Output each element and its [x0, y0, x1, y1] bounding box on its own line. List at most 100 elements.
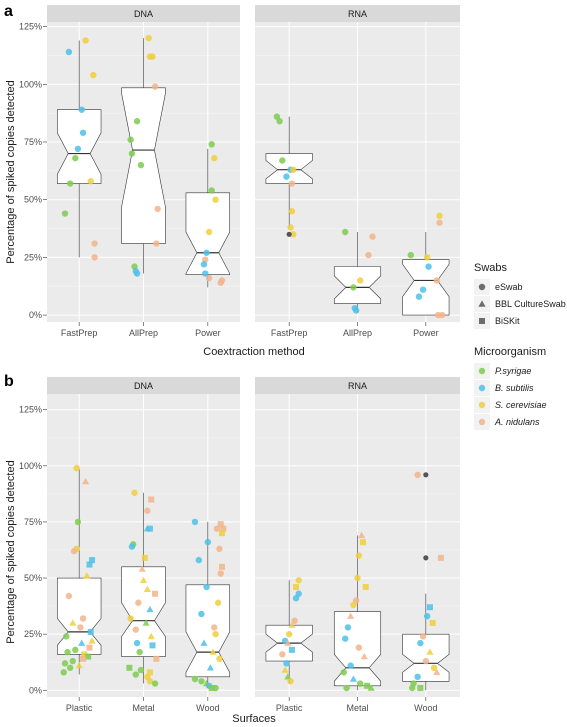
data-point	[216, 545, 223, 553]
data-point	[136, 648, 143, 656]
data-point	[191, 675, 199, 683]
facet-strip	[47, 5, 240, 22]
data-point	[195, 556, 203, 564]
data-point	[209, 648, 217, 655]
data-point	[198, 678, 205, 685]
data-point	[151, 83, 159, 90]
legend-swabs-keys: eSwab BBL CultureSwab BiSKit	[474, 279, 566, 329]
data-point	[146, 669, 153, 676]
data-point	[88, 637, 96, 644]
legend-color-dot-icon	[478, 384, 486, 392]
data-point	[212, 684, 219, 692]
data-point	[436, 212, 443, 220]
y-tick-label: 125%	[19, 405, 42, 415]
legend-circle-icon	[478, 283, 486, 291]
data-point	[74, 518, 82, 526]
x-tick-label: Power	[195, 328, 221, 338]
data-point	[203, 583, 210, 591]
data-point	[128, 150, 136, 157]
x-tick-label: Plastic	[276, 703, 303, 713]
data-point	[81, 651, 88, 658]
legend-color-dot-icon	[478, 418, 486, 426]
data-point	[78, 639, 86, 646]
data-point	[149, 53, 156, 60]
facet-strip	[47, 377, 240, 394]
data-point	[146, 678, 154, 685]
data-point	[132, 626, 139, 633]
data-point	[212, 630, 219, 638]
data-point	[216, 655, 223, 663]
data-point	[66, 664, 74, 672]
legend-color-dot-icon	[478, 401, 486, 409]
data-point	[408, 684, 416, 692]
facet-strip-label: DNA	[134, 381, 153, 391]
data-point	[135, 599, 142, 606]
y-tick-label: 50%	[24, 573, 42, 583]
data-point	[78, 106, 85, 113]
y-tick-label: 75%	[24, 137, 42, 147]
data-point	[424, 254, 431, 261]
data-point	[417, 639, 424, 647]
data-point	[152, 590, 159, 597]
legend-micro-title: Microorganism	[474, 346, 546, 358]
data-point	[79, 615, 87, 622]
legend: Swabs eSwab BBL CultureSwab BiSKit Microor…	[474, 262, 566, 430]
data-point	[77, 624, 84, 631]
data-point	[288, 621, 296, 628]
data-point	[137, 161, 145, 169]
legend-micro-label: A. nidulans	[494, 417, 540, 427]
x-tick-label: Plastic	[66, 703, 93, 713]
data-point	[141, 554, 148, 561]
data-point	[350, 284, 357, 291]
data-point	[65, 592, 73, 600]
x-tick-label: FastPrep	[61, 328, 98, 338]
data-point	[82, 477, 90, 485]
data-point	[291, 617, 298, 624]
data-point	[206, 664, 215, 671]
data-point	[212, 196, 219, 203]
x-tick-label: Wood	[414, 703, 437, 713]
data-point	[359, 539, 366, 546]
data-point	[287, 678, 294, 685]
data-point	[91, 254, 98, 261]
data-point	[66, 180, 74, 187]
data-point	[424, 613, 431, 620]
y-tick-label: 100%	[19, 461, 42, 471]
panel-b-facet-dna: DNA Plastic Metal Wood	[47, 377, 240, 713]
data-point	[364, 682, 371, 689]
box-body	[402, 633, 450, 682]
data-point	[61, 660, 69, 667]
data-point	[365, 251, 372, 259]
y-tick-label: 0%	[29, 310, 42, 320]
data-point	[342, 635, 349, 642]
data-point	[419, 286, 427, 293]
data-point	[208, 685, 215, 692]
data-point	[352, 307, 360, 314]
data-point	[425, 263, 432, 270]
data-point	[293, 584, 299, 591]
data-point	[144, 507, 151, 514]
data-point	[288, 208, 296, 215]
data-point	[74, 145, 82, 153]
data-point	[85, 653, 92, 660]
data-point	[208, 187, 215, 194]
data-point	[153, 240, 160, 247]
x-tick-label: Power	[413, 328, 439, 338]
data-point	[415, 293, 423, 300]
outlier-point	[423, 555, 429, 561]
data-point	[218, 563, 225, 570]
facet-strip-label: RNA	[348, 9, 367, 19]
data-point	[214, 599, 222, 606]
data-point	[208, 141, 215, 148]
data-point	[217, 521, 224, 528]
data-point	[358, 531, 366, 539]
data-point	[137, 666, 145, 674]
legend-triangle-icon	[478, 300, 486, 307]
data-point	[72, 646, 79, 654]
plot-area: 0% 25% 50% 75% 100% 125% DNA FastPrep AllPrep Pow…	[19, 5, 460, 713]
data-point	[288, 646, 295, 653]
data-point	[288, 180, 296, 187]
panel-b-facet-rna: RNA Plastic Metal Wood	[255, 377, 460, 713]
data-point	[203, 249, 210, 256]
